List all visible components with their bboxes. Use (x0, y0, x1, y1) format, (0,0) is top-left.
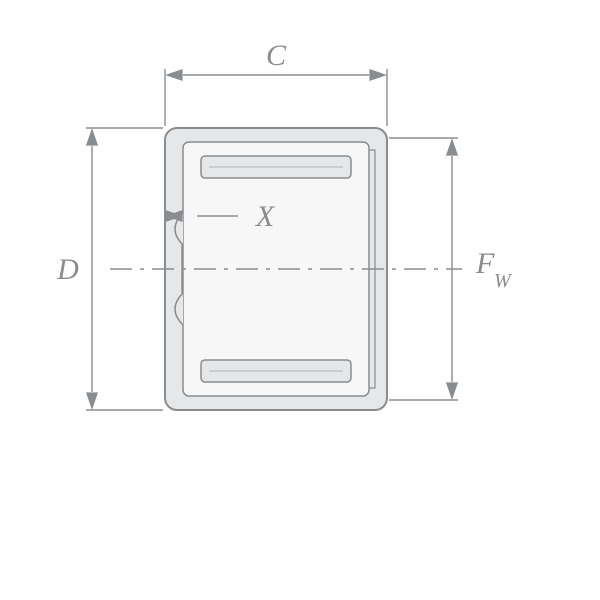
label-x: X (255, 200, 276, 233)
label-c: C (266, 39, 287, 72)
label-d: D (56, 253, 79, 286)
label-f: F (475, 247, 495, 280)
label-f-sub: W (494, 270, 513, 292)
